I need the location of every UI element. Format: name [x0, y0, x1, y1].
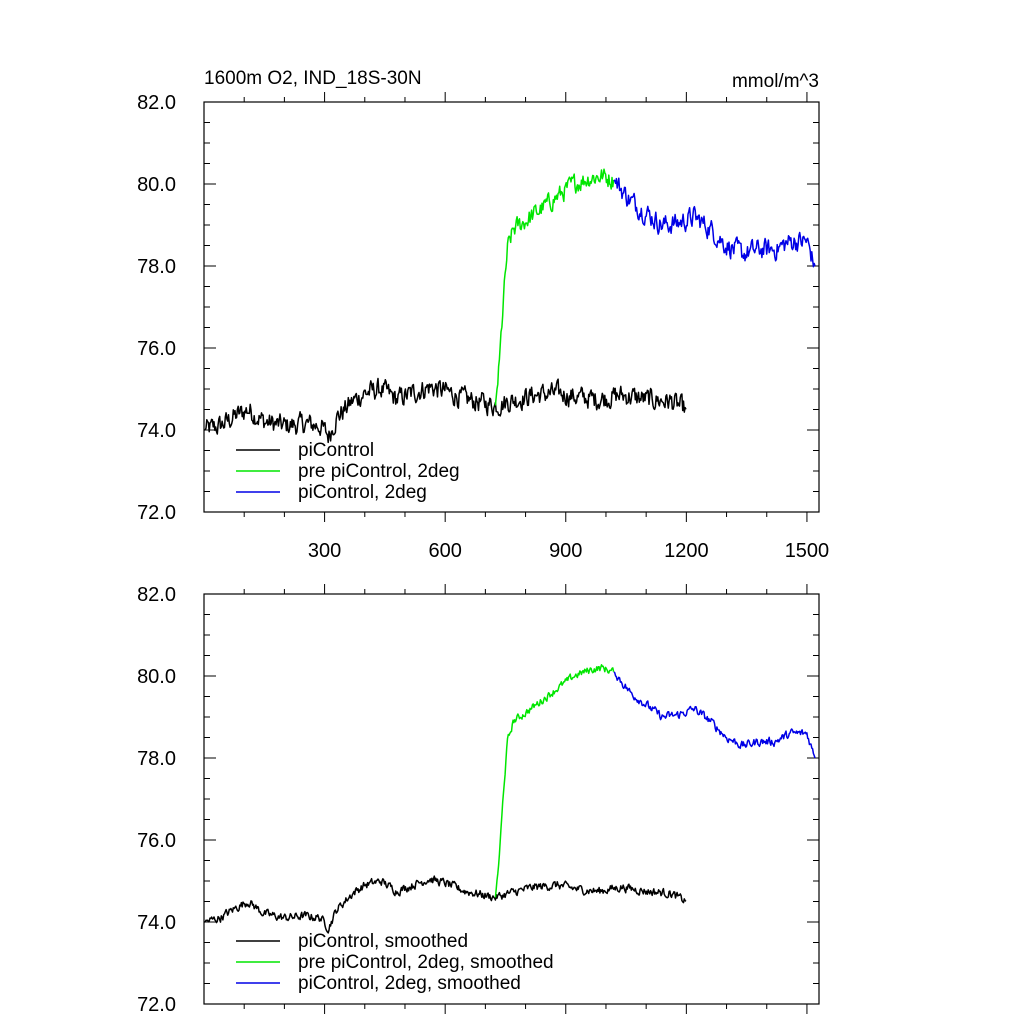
series-line-1 [204, 875, 687, 934]
legend-label: pre piControl, 2deg [298, 461, 460, 482]
y-tick-label: 72.0 [137, 502, 176, 524]
y-tick-label: 78.0 [137, 256, 176, 278]
y-tick-label: 80.0 [137, 666, 176, 688]
y-tick-label: 82.0 [137, 92, 176, 114]
units-label: mmol/m^3 [732, 71, 819, 92]
legend-label: piControl, smoothed [298, 931, 468, 952]
y-tick-label: 74.0 [137, 420, 176, 442]
legend-label: piControl, 2deg, smoothed [298, 973, 521, 994]
y-tick-label: 76.0 [137, 338, 176, 360]
bottom-series-lines [204, 664, 816, 934]
series-line-3 [613, 177, 816, 268]
y-tick-label: 78.0 [137, 748, 176, 770]
y-tick-label: 82.0 [137, 584, 176, 606]
series-line-2 [494, 664, 615, 898]
y-tick-label: 76.0 [137, 830, 176, 852]
series-line-3 [613, 671, 816, 759]
top-plot-frame [203, 101, 820, 513]
y-tick-label: 80.0 [137, 174, 176, 196]
legend-label: piControl, 2deg [298, 482, 427, 503]
y-tick-label: 72.0 [137, 994, 176, 1016]
x-tick-label: 300 [308, 540, 341, 562]
y-tick-label: 74.0 [137, 912, 176, 934]
top-axis-ticks [204, 92, 819, 522]
bottom-y-tick-labels: 72.0 74.0 76.0 78.0 80.0 82.0 [137, 584, 176, 1016]
chart-title: 1600m O2, IND_18S-30N [204, 68, 422, 89]
series-line-2 [494, 168, 615, 406]
top-series-lines [204, 168, 816, 444]
x-tick-label: 1500 [785, 540, 830, 562]
series-line-1 [204, 377, 687, 444]
x-tick-label: 900 [549, 540, 582, 562]
bottom-axis-ticks [204, 584, 819, 1014]
bottom-panel: 72.0 74.0 76.0 78.0 80.0 82.0 piControl, smoo… [137, 584, 820, 1016]
legend-label: piControl [298, 440, 374, 461]
legend-label: pre piControl, 2deg, smoothed [298, 952, 554, 973]
top-panel: 1600m O2, IND_18S-30N mmol/m^3 72.074.07… [137, 68, 829, 562]
x-tick-label: 1200 [664, 540, 709, 562]
top-x-tick-labels: 300 600 900 1200 1500 [308, 540, 829, 562]
top-y-tick-labels: 72.0 74.0 76.0 78.0 80.0 82.0 [137, 92, 176, 524]
x-tick-label: 600 [428, 540, 461, 562]
bottom-plot-frame [203, 593, 820, 1005]
